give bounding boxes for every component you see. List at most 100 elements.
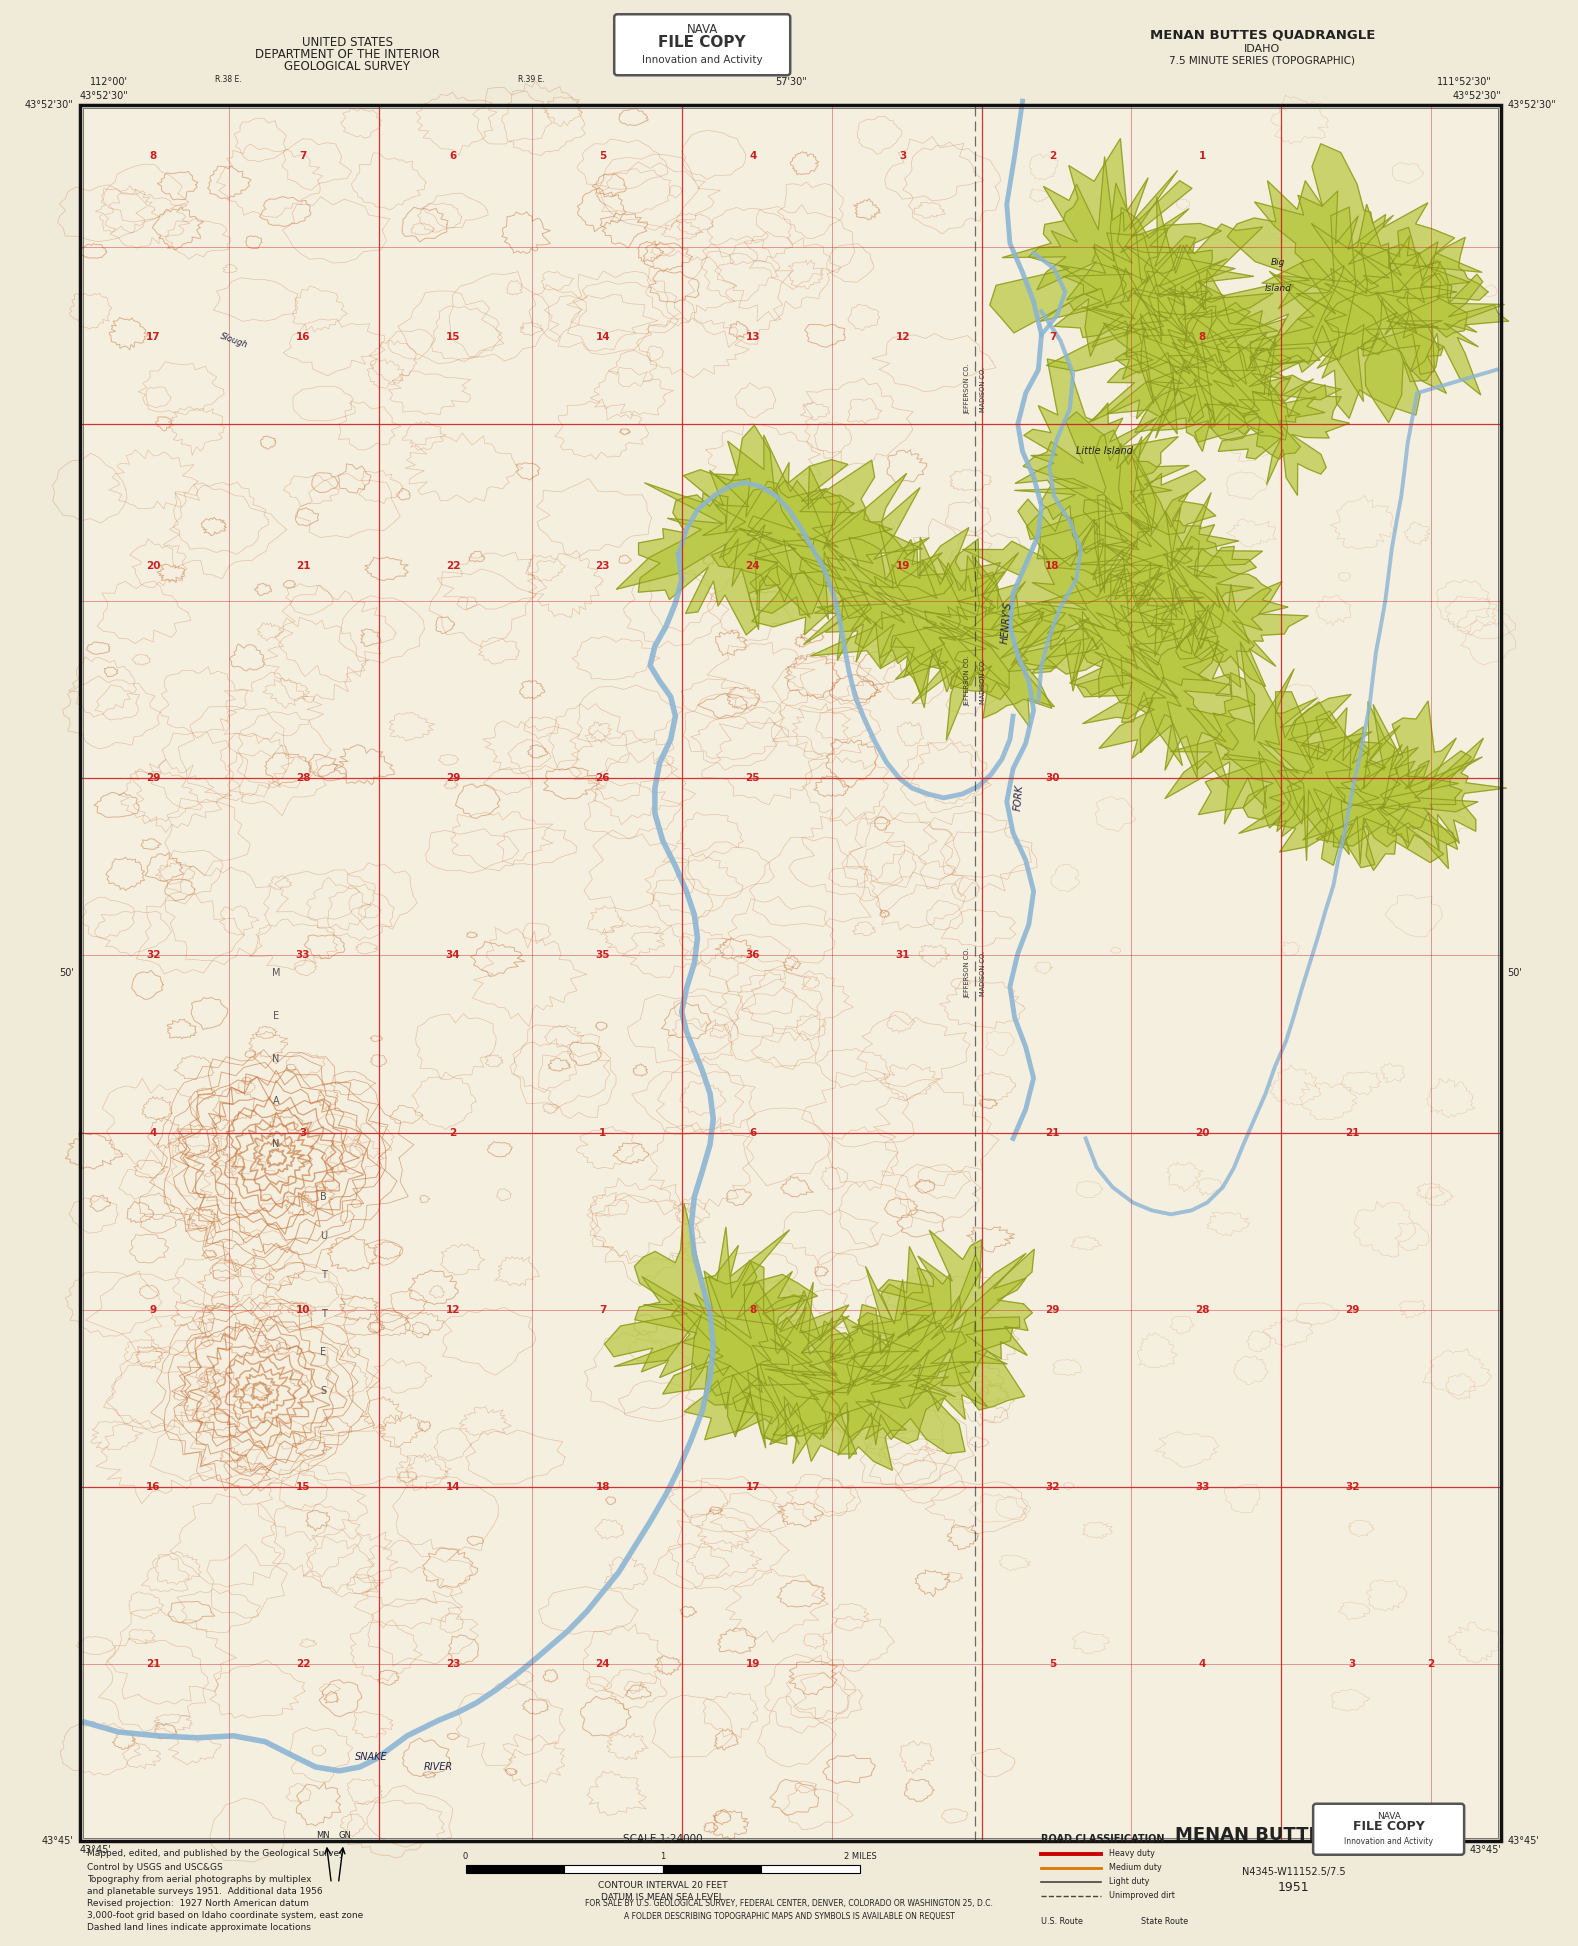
Text: 43°52'30": 43°52'30" (80, 91, 128, 101)
Text: Dashed land lines indicate approximate locations: Dashed land lines indicate approximate l… (87, 1923, 311, 1932)
Text: 57'30": 57'30" (775, 78, 806, 88)
Text: FILE COPY: FILE COPY (658, 35, 746, 49)
Bar (80, 105, 1501, 1841)
Polygon shape (800, 537, 953, 669)
Text: 22: 22 (445, 560, 461, 572)
Text: 43°45': 43°45' (1507, 1835, 1540, 1847)
Polygon shape (1316, 704, 1471, 868)
Text: 36: 36 (745, 950, 761, 961)
Bar (761, 1864, 860, 1872)
Text: 18: 18 (1045, 560, 1060, 572)
Text: 21: 21 (145, 1658, 161, 1670)
Bar (563, 1864, 663, 1872)
Polygon shape (1381, 701, 1505, 850)
Polygon shape (1037, 430, 1215, 615)
Polygon shape (1225, 691, 1385, 860)
Text: 2: 2 (1428, 1658, 1434, 1670)
Text: 32: 32 (1045, 1481, 1060, 1493)
Text: State Route: State Route (1141, 1917, 1188, 1927)
Text: 112°00': 112°00' (90, 78, 128, 88)
Text: 10: 10 (295, 1304, 311, 1315)
Text: Revised projection:  1927 North American datum: Revised projection: 1927 North American … (87, 1899, 309, 1907)
Polygon shape (672, 1282, 849, 1444)
Text: 43°45': 43°45' (80, 1845, 112, 1855)
Polygon shape (958, 498, 1193, 691)
Polygon shape (1105, 512, 1256, 654)
Text: Unimproved dirt: Unimproved dirt (1109, 1892, 1176, 1899)
Text: E: E (273, 1010, 279, 1022)
Text: 18: 18 (595, 1481, 611, 1493)
Text: N: N (273, 1053, 279, 1064)
Text: 13: 13 (745, 331, 761, 342)
Polygon shape (712, 436, 892, 623)
Text: 35: 35 (595, 950, 611, 961)
Text: 2: 2 (1049, 150, 1056, 162)
Text: Medium duty: Medium duty (1109, 1862, 1163, 1872)
Polygon shape (1152, 549, 1288, 687)
Polygon shape (614, 1228, 805, 1411)
Polygon shape (1116, 245, 1278, 424)
Polygon shape (1092, 197, 1273, 395)
Polygon shape (1150, 317, 1341, 440)
Polygon shape (1046, 234, 1278, 434)
Text: 15: 15 (445, 331, 461, 342)
Text: MADISON CO.: MADISON CO. (980, 366, 986, 413)
Polygon shape (604, 1203, 817, 1393)
Polygon shape (879, 1230, 1032, 1386)
Text: Innovation and Activity: Innovation and Activity (1344, 1837, 1433, 1847)
Text: 24: 24 (595, 1658, 611, 1670)
Text: 29: 29 (1344, 1304, 1360, 1315)
Text: NAVA: NAVA (1376, 1812, 1401, 1821)
Text: JEFFERSON CO.: JEFFERSON CO. (964, 656, 970, 706)
Text: 7: 7 (600, 1304, 606, 1315)
Text: MADISON CO.: MADISON CO. (980, 658, 986, 704)
Bar (82, 109, 1499, 1837)
Polygon shape (1076, 605, 1231, 778)
Text: 1: 1 (1199, 150, 1206, 162)
Polygon shape (1040, 208, 1253, 342)
Text: 31: 31 (895, 950, 911, 961)
Text: 25: 25 (745, 773, 761, 784)
Text: 15: 15 (295, 1481, 311, 1493)
Bar (466, 1864, 563, 1872)
Polygon shape (811, 537, 1027, 695)
Text: 29: 29 (445, 773, 461, 784)
Text: 43°52'30": 43°52'30" (25, 99, 74, 111)
Text: 29: 29 (145, 773, 161, 784)
Text: 2 MILES: 2 MILES (844, 1853, 876, 1860)
Text: 21: 21 (1344, 1127, 1360, 1138)
Text: 16: 16 (145, 1481, 161, 1493)
Text: N: N (273, 1138, 279, 1150)
Text: 43°45': 43°45' (1469, 1845, 1501, 1855)
Text: 50': 50' (1507, 967, 1523, 979)
Text: RIVER: RIVER (424, 1761, 453, 1773)
Polygon shape (1015, 413, 1190, 592)
Text: Heavy duty: Heavy duty (1109, 1849, 1155, 1858)
Polygon shape (1000, 522, 1204, 689)
FancyBboxPatch shape (1313, 1804, 1464, 1855)
Polygon shape (751, 488, 929, 660)
Polygon shape (1070, 568, 1228, 765)
Polygon shape (1106, 270, 1319, 436)
Polygon shape (742, 1312, 948, 1471)
Polygon shape (1184, 181, 1469, 401)
Text: 4: 4 (1199, 1658, 1206, 1670)
Polygon shape (683, 426, 854, 594)
Text: SNAKE: SNAKE (355, 1751, 387, 1763)
Text: 33: 33 (1195, 1481, 1210, 1493)
Text: 29: 29 (1045, 1304, 1060, 1315)
Text: DEPARTMENT OF THE INTERIOR: DEPARTMENT OF THE INTERIOR (254, 49, 440, 60)
Polygon shape (989, 158, 1234, 356)
Text: 7: 7 (1049, 331, 1056, 342)
Text: 28: 28 (1195, 1304, 1210, 1315)
Text: 6: 6 (450, 150, 456, 162)
Polygon shape (890, 553, 1057, 699)
Text: 14: 14 (445, 1481, 461, 1493)
Text: R.38 E.: R.38 E. (216, 74, 241, 84)
Text: Control by USGS and USC&GS: Control by USGS and USC&GS (87, 1862, 222, 1872)
Text: 32: 32 (145, 950, 161, 961)
Polygon shape (1124, 329, 1305, 451)
Polygon shape (1239, 703, 1420, 868)
Text: R.39 E.: R.39 E. (519, 74, 544, 84)
Polygon shape (732, 1290, 901, 1463)
